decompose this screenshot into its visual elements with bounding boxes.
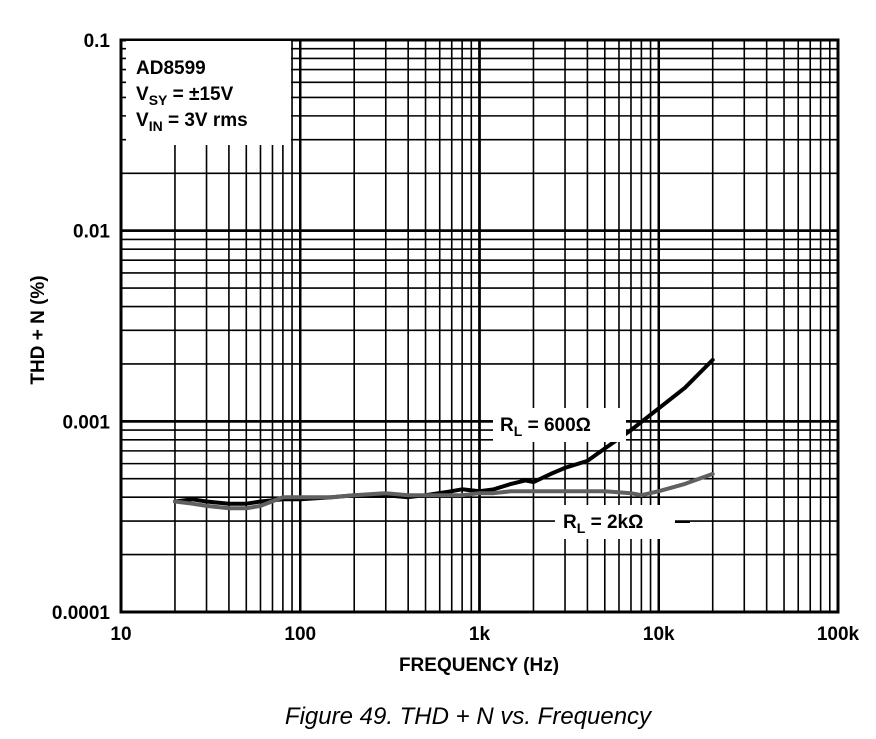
x-tick-label: 10	[110, 624, 131, 645]
series-line-rl-600	[173, 357, 715, 506]
series-line-rl-2k	[173, 471, 715, 511]
x-tick-labels: 10 100 1k 10k 100k	[110, 624, 859, 645]
series-label-600-bg	[493, 408, 626, 442]
series-label-600: RL = 600Ω	[500, 415, 591, 439]
legend-vsy: VSY = ±15V	[136, 84, 234, 108]
legend-box	[126, 41, 291, 145]
y-tick-labels: 0.1 0.01 0.001 0.0001	[52, 31, 111, 624]
y-tick-label: 0.01	[73, 222, 110, 243]
x-tick-label: 1k	[469, 624, 491, 645]
x-tick-label: 100k	[817, 624, 860, 645]
y-tick-label: 0.001	[62, 412, 110, 433]
y-axis-label: THD + N (%)	[28, 275, 49, 384]
figure-caption: Figure 49. THD + N vs. Frequency	[285, 703, 653, 730]
x-tick-label: 10k	[643, 624, 675, 645]
x-axis-label: FREQUENCY (Hz)	[399, 655, 559, 676]
y-tick-label: 0.1	[84, 31, 111, 52]
y-tick-label: 0.0001	[52, 603, 111, 624]
x-tick-label: 100	[284, 624, 316, 645]
plot-frame	[119, 38, 840, 614]
series-label-2k: RL = 2kΩ	[563, 512, 643, 536]
legend-vin: VIN = 3V rms	[136, 110, 248, 134]
legend-device: AD8599	[136, 58, 206, 79]
series-lines	[173, 357, 715, 511]
series-label-2k-bg	[555, 505, 675, 539]
